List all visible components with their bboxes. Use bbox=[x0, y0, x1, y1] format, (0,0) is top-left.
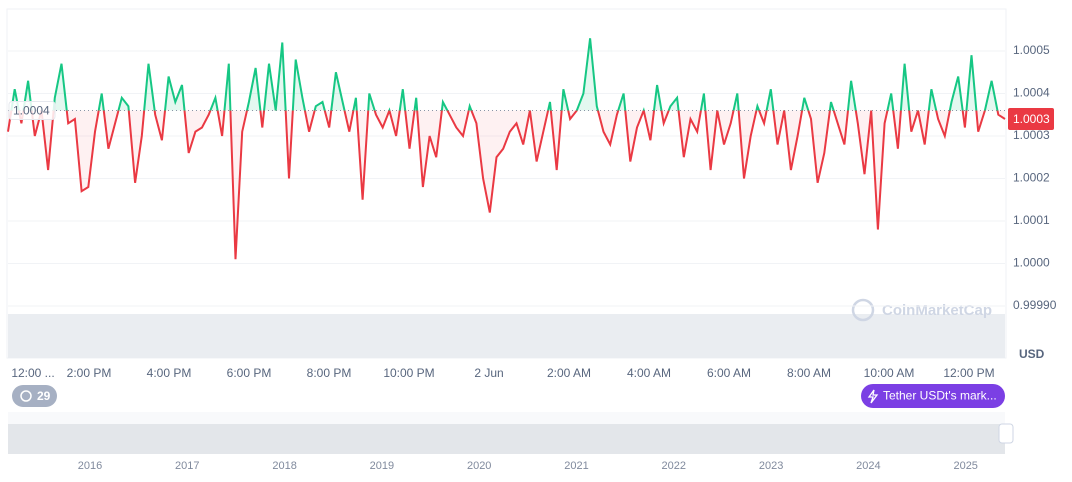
y-tick-label: 1.0003 bbox=[1013, 128, 1050, 142]
price-label-box bbox=[1008, 108, 1054, 130]
y-tick-label: 0.99990 bbox=[1013, 298, 1057, 312]
badge-text: 29 bbox=[37, 389, 51, 403]
x-tick-label: 2:00 AM bbox=[547, 366, 591, 380]
y-tick-label: 1.0001 bbox=[1013, 213, 1050, 227]
line-up bbox=[10, 38, 999, 111]
event-button[interactable]: Tether USDt's mark... bbox=[861, 384, 1005, 408]
x-tick-label: 6:00 PM bbox=[227, 366, 272, 380]
year-label: 2017 bbox=[175, 460, 199, 472]
year-label: 2023 bbox=[759, 460, 783, 472]
button-text: Tether USDt's mark... bbox=[883, 389, 997, 403]
y-tick-label: 1.0005 bbox=[1013, 43, 1050, 57]
year-label: 2022 bbox=[662, 460, 686, 472]
x-tick-label: 4:00 PM bbox=[147, 366, 192, 380]
x-tick-label: 8:00 PM bbox=[307, 366, 352, 380]
area-down bbox=[8, 110, 1005, 260]
volume-area bbox=[8, 314, 1005, 358]
year-label: 2019 bbox=[370, 460, 394, 472]
x-tick-label: 2 Jun bbox=[474, 366, 503, 380]
year-label: 2018 bbox=[272, 460, 296, 472]
x-tick-label: 10:00 AM bbox=[864, 366, 915, 380]
price-label: 1.0003 bbox=[1013, 112, 1050, 126]
year-label: 2016 bbox=[78, 460, 102, 472]
x-tick-label: 10:00 PM bbox=[383, 366, 434, 380]
baseline-label: 1.0004 bbox=[13, 104, 50, 118]
x-tick-label: 12:00 ... bbox=[11, 366, 54, 380]
y-tick-label: 1.0002 bbox=[1013, 171, 1050, 185]
x-tick-label: 12:00 PM bbox=[943, 366, 994, 380]
badge[interactable]: 29 bbox=[12, 385, 57, 407]
x-tick-label: 4:00 AM bbox=[627, 366, 671, 380]
navigator-area bbox=[8, 424, 1005, 454]
year-label: 2020 bbox=[467, 460, 491, 472]
y-unit: USD bbox=[1019, 347, 1045, 361]
navigator-handle[interactable] bbox=[998, 423, 1014, 444]
area-up bbox=[8, 38, 1005, 111]
y-tick-label: 1.0004 bbox=[1013, 86, 1050, 100]
line-down bbox=[7, 110, 1006, 260]
y-tick-label: 1.0000 bbox=[1013, 256, 1050, 270]
watermark-text: CoinMarketCap bbox=[882, 302, 992, 319]
x-tick-label: 2:00 PM bbox=[67, 366, 112, 380]
baseline-label-box bbox=[8, 101, 56, 120]
x-tick-label: 6:00 AM bbox=[707, 366, 751, 380]
year-label: 2024 bbox=[856, 460, 880, 472]
x-tick-label: 8:00 AM bbox=[787, 366, 831, 380]
year-label: 2021 bbox=[564, 460, 588, 472]
year-label: 2025 bbox=[953, 460, 977, 472]
